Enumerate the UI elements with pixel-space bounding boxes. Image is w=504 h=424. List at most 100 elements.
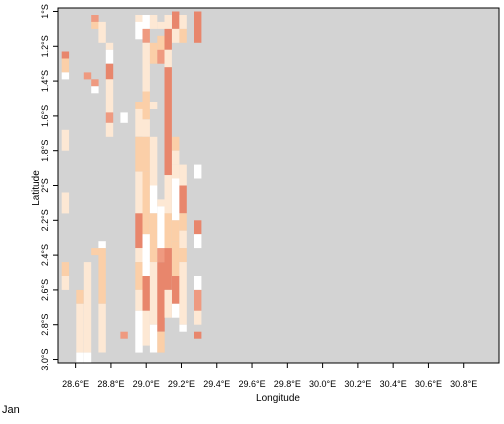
y-tick-label: 2.2°S (40, 209, 50, 231)
heatmap-cell (149, 185, 158, 214)
heatmap-cell (149, 213, 158, 262)
heatmap-cell (149, 324, 158, 353)
heatmap-cell (149, 262, 158, 325)
heatmap-cells (61, 11, 202, 363)
heatmap-cell (142, 119, 150, 137)
heatmap-cell (105, 63, 114, 80)
heatmap-cell (142, 171, 150, 235)
heatmap-cell (135, 15, 143, 22)
heatmap-cell (194, 276, 202, 290)
heatmap-cell (83, 262, 92, 270)
heatmap-cell (179, 324, 187, 332)
heatmap-cell (98, 248, 106, 304)
heatmap-cell (157, 206, 165, 249)
y-axis-ticks: 1°S 1.2°S 1.4°S 1.6°S 1.8°S 2°S 2.2°S 2.4°S 2.6°… (40, 4, 58, 371)
x-tick-label: 29.6°E (238, 379, 265, 389)
heatmap-cell (142, 234, 150, 276)
heatmap-cell (194, 331, 202, 339)
heatmap-cell (172, 303, 180, 318)
heatmap-cell (164, 67, 172, 176)
heatmap-cell (105, 112, 114, 123)
heatmap-cell (98, 241, 106, 249)
heatmap-cell (172, 178, 180, 221)
heatmap-cell (105, 49, 114, 64)
y-tick-label: 1°S (40, 4, 50, 19)
heatmap-cell (164, 213, 172, 249)
heatmap-cell (135, 310, 143, 353)
heatmap-cell (91, 248, 99, 256)
x-tick-label: 30.2°E (344, 379, 371, 389)
x-tick-label: 28.8°E (97, 379, 124, 389)
heatmap-cell (172, 28, 180, 43)
heatmap-cell (194, 220, 202, 235)
heatmap-cell (172, 241, 180, 276)
plot-background (58, 8, 499, 363)
heatmap-cell (179, 185, 187, 214)
x-tick-label: 29.8°E (274, 379, 301, 389)
heatmap-cell (142, 42, 150, 92)
heatmap-cell (135, 136, 143, 172)
heatmap-cell (194, 310, 202, 325)
heatmap-cell (83, 72, 92, 80)
heatmap-cell (135, 108, 143, 137)
heatmap-cell (172, 150, 180, 165)
heatmap-cell (172, 220, 180, 242)
heatmap-cell (91, 21, 99, 29)
x-tick-label: 28.6°E (62, 379, 89, 389)
month-label: Jan (2, 404, 20, 416)
y-tick-label: 2.6°S (40, 279, 50, 301)
heatmap-cell (149, 136, 158, 186)
heatmap-cell (61, 276, 70, 290)
heatmap-cell (142, 15, 150, 29)
heatmap-cell (164, 28, 172, 50)
heatmap-cell (135, 21, 143, 40)
heatmap-cell (135, 262, 143, 290)
heatmap-cell (164, 15, 172, 29)
heatmap-cell (194, 234, 202, 249)
y-tick-label: 1.6°S (40, 105, 50, 127)
heatmap-cell (142, 136, 150, 172)
heatmap-cell (172, 136, 180, 151)
heatmap-cell (179, 164, 187, 186)
y-tick-label: 3.0°S (40, 348, 50, 370)
heatmap-cell (164, 49, 172, 68)
heatmap-cell (179, 262, 187, 325)
x-axis-ticks: 28.6°E 28.8°E 29.0°E 29.2°E 29.4°E 29.6°E 29.8… (62, 363, 477, 389)
x-axis-title: Longitude (256, 393, 300, 404)
heatmap-cell (157, 21, 165, 29)
y-tick-label: 2.8°S (40, 314, 50, 336)
heatmap-cell (157, 199, 165, 207)
y-tick-label: 2°S (40, 178, 50, 193)
heatmap-cell (149, 15, 158, 29)
heatmap-cell (164, 248, 172, 290)
x-tick-label: 29.0°E (133, 379, 160, 389)
x-tick-label: 30.4°E (380, 379, 407, 389)
heatmap-cell (61, 51, 70, 59)
heatmap-cell (179, 230, 187, 249)
heatmap-cell (91, 79, 99, 87)
heatmap-cell (135, 248, 143, 262)
x-tick-label: 30.0°E (309, 379, 336, 389)
heatmap-cell (194, 289, 202, 311)
heatmap-cell (179, 28, 187, 43)
heatmap-cell (172, 11, 180, 29)
heatmap-cell (61, 129, 70, 151)
heatmap-cell (164, 175, 172, 214)
heatmap-cell (98, 303, 106, 353)
heatmap-cell (142, 310, 150, 346)
heatmap-cell (76, 303, 84, 353)
heatmap-cell (105, 122, 114, 137)
heatmap-cell (142, 91, 150, 120)
y-tick-label: 1.4°S (40, 70, 50, 92)
heatmap-cell (135, 171, 143, 214)
heatmap-cell (149, 42, 158, 64)
heatmap-cell (172, 276, 180, 304)
x-tick-label: 29.2°E (168, 379, 195, 389)
heatmap-cell (157, 35, 165, 64)
y-tick-label: 1.8°S (40, 140, 50, 162)
heatmap-cell (135, 102, 143, 109)
y-axis-title: Latitude (31, 170, 42, 206)
heatmap-cell (157, 262, 165, 332)
heatmap-cell (149, 102, 158, 109)
heatmap-cell (83, 352, 92, 363)
